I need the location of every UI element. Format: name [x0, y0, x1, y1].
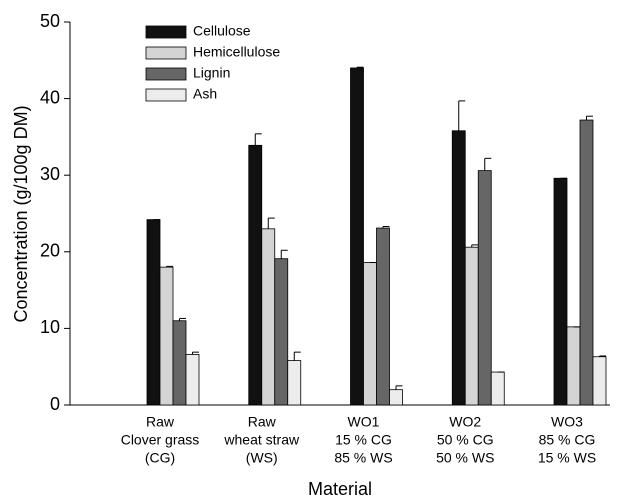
bar	[363, 262, 377, 406]
x-tick-label: 50 % WS	[436, 450, 494, 466]
bar	[248, 144, 263, 406]
x-tick-label: 15 % WS	[538, 450, 596, 466]
y-axis-label: Concentration (g/100g DM)	[11, 105, 31, 322]
x-tick-label: 85 % WS	[334, 450, 392, 466]
error-bar	[356, 66, 364, 68]
bar	[159, 266, 174, 406]
legend-label: Hemicellulose	[193, 44, 280, 60]
error-bar	[458, 100, 466, 131]
error-bar	[484, 157, 492, 171]
error-bar	[382, 226, 390, 229]
y-tick-label: 20	[40, 241, 60, 261]
legend-label: Lignin	[193, 65, 230, 81]
legend-swatch	[145, 67, 187, 81]
x-tick-label: WO1	[348, 414, 380, 430]
x-tick-label: 50 % CG	[437, 432, 494, 448]
error-bar	[395, 385, 403, 390]
error-bar	[254, 133, 262, 146]
legend-label: Cellulose	[193, 23, 251, 39]
y-tick-label: 10	[40, 317, 60, 337]
error-bar	[280, 249, 288, 259]
x-tick-label: 15 % CG	[335, 432, 392, 448]
bar	[172, 320, 187, 406]
x-tick-label: (WS)	[246, 450, 278, 466]
legend-swatch	[145, 25, 187, 39]
legend-swatch	[145, 46, 187, 60]
legend-label: Ash	[193, 86, 217, 102]
x-tick-label: WO2	[449, 414, 481, 430]
y-tick-label: 50	[40, 11, 60, 31]
bar	[287, 360, 302, 406]
error-bar	[599, 355, 606, 357]
bar	[477, 170, 492, 406]
x-tick-label: wheat straw	[223, 432, 300, 448]
y-tick-label: 30	[40, 164, 60, 184]
legend-swatch	[145, 88, 187, 102]
error-bar	[192, 351, 199, 355]
error-bar	[179, 317, 186, 321]
bar	[490, 371, 505, 406]
x-tick-label: Raw	[146, 414, 175, 430]
x-axis-label: Material	[308, 479, 372, 499]
y-tick-label: 0	[50, 394, 60, 414]
bar	[592, 356, 607, 406]
error-bar	[471, 244, 479, 248]
x-tick-label: Clover grass	[121, 432, 200, 448]
bar	[185, 354, 200, 406]
y-tick-label: 40	[40, 87, 60, 107]
bar	[261, 228, 276, 406]
error-bar	[586, 115, 593, 121]
bar	[376, 227, 390, 406]
bar	[274, 258, 289, 406]
error-bar	[293, 351, 301, 361]
bar	[350, 67, 364, 406]
bar	[464, 246, 479, 406]
x-tick-label: (CG)	[145, 450, 175, 466]
bar	[553, 177, 568, 406]
bar	[389, 389, 403, 406]
x-tick-label: WO3	[551, 414, 583, 430]
error-bar	[166, 265, 173, 268]
bar	[579, 119, 594, 406]
bar	[451, 130, 466, 406]
x-tick-label: 85 % CG	[539, 432, 596, 448]
bar	[566, 326, 581, 406]
bar	[146, 219, 161, 406]
error-bar	[267, 217, 275, 229]
x-tick-label: Raw	[248, 414, 277, 430]
